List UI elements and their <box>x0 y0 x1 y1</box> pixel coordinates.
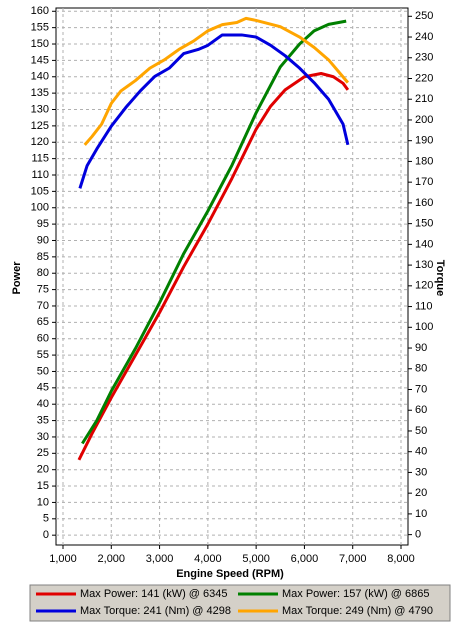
x-axis-title: Engine Speed (RPM) <box>176 568 284 580</box>
y-tick-label: 150 <box>31 38 49 50</box>
y-tick-label: 125 <box>31 120 49 132</box>
y-tick-label: 105 <box>31 185 49 197</box>
y-tick-label: 110 <box>31 169 49 181</box>
y-tick-label: 135 <box>31 87 49 99</box>
plot-frame <box>55 7 409 546</box>
y-tick-label: 40 <box>37 398 49 410</box>
y2-tick-label: 40 <box>415 446 427 458</box>
y-tick-label: 20 <box>37 464 49 476</box>
y2-tick-label: 130 <box>415 259 433 271</box>
y-tick-label: 90 <box>37 234 49 246</box>
y2-tick-label: 70 <box>415 383 427 395</box>
y2-tick-label: 240 <box>415 31 433 43</box>
y-tick-label: 45 <box>37 382 49 394</box>
y2-tick-label: 80 <box>415 363 427 375</box>
y-tick-label: 75 <box>37 284 49 296</box>
y-tick-label: 5 <box>43 513 49 525</box>
x-tick-label: 4,000 <box>194 553 222 565</box>
x-tick-label: 6,000 <box>291 553 319 565</box>
y-tick-label: 55 <box>37 349 49 361</box>
y2-tick-label: 50 <box>415 425 427 437</box>
y-tick-label: 145 <box>31 54 49 66</box>
y2-tick-label: 60 <box>415 404 427 416</box>
y2-tick-label: 160 <box>415 197 433 209</box>
y-tick-label: 85 <box>37 251 49 263</box>
y-tick-label: 160 <box>31 5 49 17</box>
y2-tick-label: 90 <box>415 342 427 354</box>
legend-label: Max Power: 157 (kW) @ 6865 <box>282 588 430 600</box>
y-tick-label: 35 <box>37 414 49 426</box>
legend-label: Max Torque: 249 (Nm) @ 4790 <box>282 605 433 617</box>
y2-tick-label: 0 <box>415 529 421 541</box>
y-tick-label: 155 <box>31 22 49 34</box>
y-tick-label: 0 <box>43 529 49 541</box>
y2-tick-label: 200 <box>415 114 433 126</box>
legend-label: Max Torque: 241 (Nm) @ 4298 <box>80 605 231 617</box>
y2-tick-label: 180 <box>415 155 433 167</box>
y2-tick-label: 110 <box>415 300 433 312</box>
y2-tick-label: 20 <box>415 487 427 499</box>
y-tick-label: 25 <box>37 447 49 459</box>
y2-tick-label: 10 <box>415 508 427 520</box>
y-tick-label: 95 <box>37 218 49 230</box>
y2-tick-label: 140 <box>415 238 433 250</box>
y2-tick-label: 100 <box>415 321 433 333</box>
y2-tick-label: 190 <box>415 135 433 147</box>
x-tick-label: 3,000 <box>146 553 174 565</box>
y-tick-label: 115 <box>31 153 49 165</box>
y2-tick-label: 230 <box>415 52 433 64</box>
x-tick-label: 2,000 <box>98 553 126 565</box>
y-tick-label: 10 <box>37 496 49 508</box>
x-tick-label: 8,000 <box>387 553 415 565</box>
series-line <box>81 19 347 445</box>
y-tick-label: 70 <box>37 300 49 312</box>
series-line <box>77 71 350 461</box>
x-tick-label: 7,000 <box>339 553 367 565</box>
y-tick-label: 140 <box>31 71 49 83</box>
y2-tick-label: 220 <box>415 72 433 84</box>
y-axis-title: Power <box>11 261 23 295</box>
y-tick-label: 60 <box>37 333 49 345</box>
y2-tick-label: 210 <box>415 93 433 105</box>
legend-box <box>29 584 451 622</box>
y2-tick-label: 250 <box>415 10 433 22</box>
x-tick-label: 5,000 <box>242 553 270 565</box>
y-tick-label: 50 <box>37 365 49 377</box>
y-tick-label: 80 <box>37 267 49 279</box>
y-tick-label: 15 <box>37 480 49 492</box>
series-line <box>78 33 350 189</box>
series-line <box>83 16 350 146</box>
y-tick-label: 130 <box>31 103 49 115</box>
y-tick-label: 65 <box>37 316 49 328</box>
y-tick-label: 100 <box>31 202 49 214</box>
y2-axis-title: Torque <box>434 260 446 296</box>
y2-tick-label: 170 <box>415 176 433 188</box>
y2-tick-label: 120 <box>415 280 433 292</box>
y-tick-label: 30 <box>37 431 49 443</box>
legend-label: Max Power: 141 (kW) @ 6345 <box>80 588 228 600</box>
x-tick-label: 1,000 <box>49 553 77 565</box>
y-tick-label: 120 <box>31 136 49 148</box>
y2-tick-label: 30 <box>415 466 427 478</box>
y2-tick-label: 150 <box>415 218 433 230</box>
